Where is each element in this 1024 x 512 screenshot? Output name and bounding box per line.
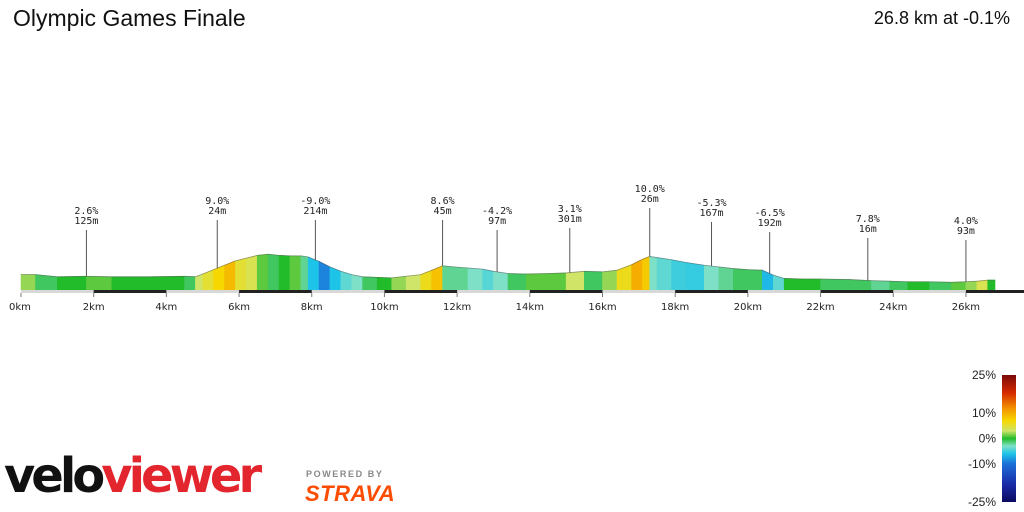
- annotation-length: 26m: [641, 194, 659, 205]
- annotation-length: 93m: [957, 226, 975, 237]
- distance-band-stripe: [820, 290, 894, 293]
- annotation-length: 24m: [208, 206, 226, 217]
- profile-outline: [21, 253, 995, 283]
- distance-band-stripe: [239, 290, 312, 293]
- annotation-length: 97m: [488, 216, 506, 227]
- legend-label: 0%: [979, 432, 997, 446]
- annotation-grade: -6.5%: [755, 208, 785, 219]
- chart-title: Olympic Games Finale: [13, 5, 246, 31]
- x-tick-label: 18km: [661, 302, 689, 313]
- x-tick-label: 2km: [83, 302, 105, 313]
- annotation-grade: 9.0%: [205, 196, 229, 207]
- annotation-length: 214m: [303, 206, 327, 217]
- legend-label: 10%: [972, 406, 996, 420]
- distance-band-stripe: [93, 290, 167, 293]
- logo-part-1: velo: [4, 448, 105, 504]
- x-tick-label: 0km: [9, 302, 31, 313]
- x-tick-label: 8km: [301, 302, 323, 313]
- legend-label: -10%: [968, 457, 996, 471]
- annotation-grade: 8.6%: [431, 196, 455, 207]
- distance-band-stripe: [675, 290, 748, 293]
- distance-band: [21, 290, 995, 293]
- x-tick-label: 22km: [806, 302, 834, 313]
- x-tick-label: 4km: [155, 302, 177, 313]
- logo-part-2: viewer: [101, 448, 262, 504]
- annotation-grade: -5.3%: [696, 198, 726, 209]
- x-tick-label: 10km: [370, 302, 398, 313]
- annotation-grade: -4.2%: [482, 206, 512, 217]
- annotation-grade: -9.0%: [300, 196, 330, 207]
- x-tick-label: 6km: [228, 302, 250, 313]
- strava-logo[interactable]: STRAVA: [305, 481, 396, 506]
- annotation-grade: 4.0%: [954, 216, 978, 227]
- x-tick-label: 14km: [516, 302, 544, 313]
- annotation-grade: 7.8%: [856, 214, 880, 225]
- elevation-profile: 0km 2km 4km 6km 8km 10km 12km 14km 16km 18km 20km 2…: [9, 184, 1024, 313]
- distance-band-stripe: [965, 290, 1024, 293]
- annotation-grade: 10.0%: [635, 184, 665, 195]
- powered-by-label: POWERED BY: [306, 469, 384, 479]
- distance-band-stripe: [384, 290, 458, 293]
- legend-label: -25%: [968, 495, 996, 509]
- route-summary: 26.8 km at -0.1%: [873, 8, 1010, 28]
- x-tick-label: 24km: [879, 302, 907, 313]
- distance-band-stripe: [529, 290, 603, 293]
- x-tick-label: 20km: [734, 302, 762, 313]
- x-tick-label: 26km: [952, 302, 980, 313]
- annotation-length: 167m: [699, 208, 723, 219]
- legend-color-bar: [1002, 375, 1016, 502]
- annotation-grade: 3.1%: [558, 204, 582, 215]
- annotation-length: 16m: [859, 224, 877, 235]
- legend-label: 25%: [972, 368, 996, 382]
- x-tick-label: 16km: [588, 302, 616, 313]
- annotation-length: 301m: [558, 214, 582, 225]
- annotation-length: 125m: [74, 216, 98, 227]
- annotation-grade: 2.6%: [74, 206, 98, 217]
- veloviewer-logo[interactable]: veloviewer: [4, 452, 262, 500]
- annotation-length: 192m: [758, 218, 782, 229]
- annotation-length: 45m: [434, 206, 452, 217]
- x-tick-label: 12km: [443, 302, 471, 313]
